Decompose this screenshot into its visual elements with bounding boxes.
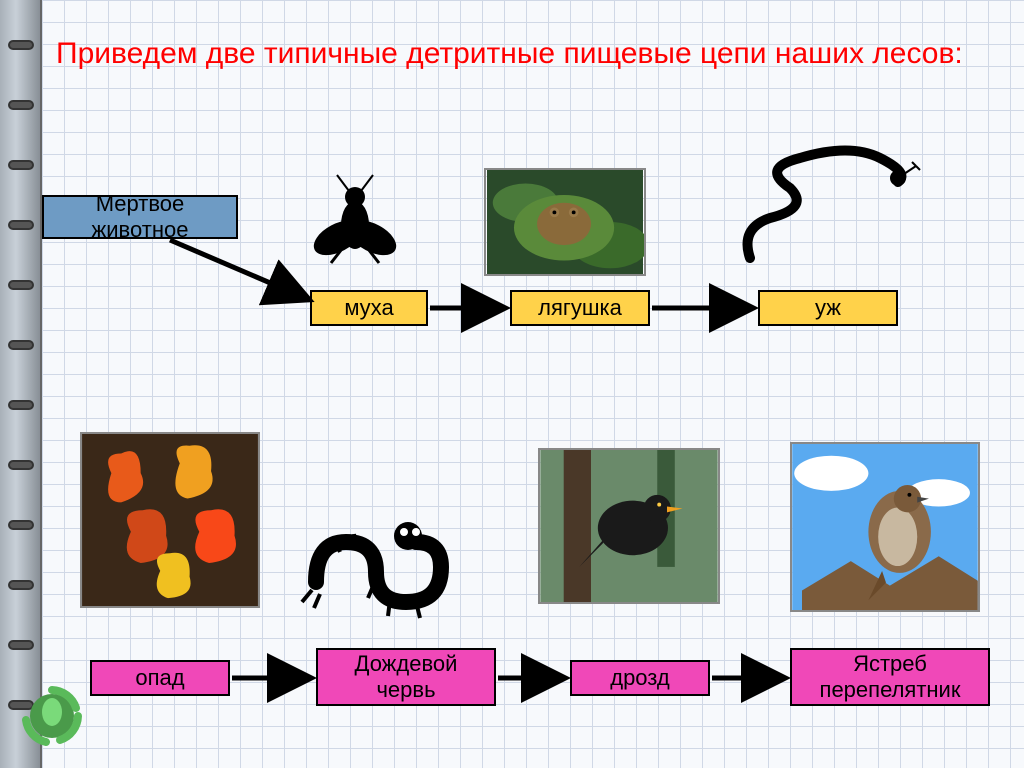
slide: Приведем две типичные детритные пищевые …: [0, 0, 1024, 768]
arrows-layer: [0, 0, 1024, 768]
eco-logo-icon: [12, 676, 92, 756]
